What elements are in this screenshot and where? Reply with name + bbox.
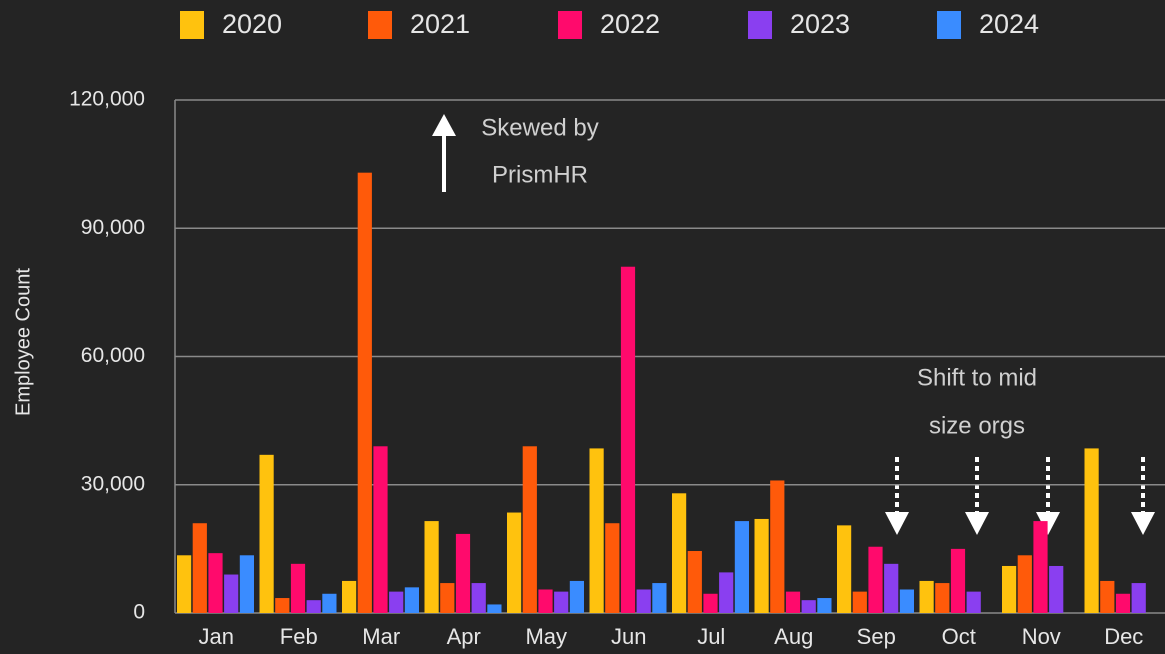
bar — [259, 454, 274, 613]
bar — [192, 523, 207, 613]
bar — [275, 598, 290, 613]
x-tick-label: Feb — [280, 624, 318, 649]
bar — [1049, 565, 1064, 613]
y-tick-label: 60,000 — [81, 344, 145, 367]
arrow-head — [965, 512, 989, 535]
legend-label: 2021 — [410, 9, 470, 39]
arrow-head — [1036, 512, 1060, 535]
bar — [224, 574, 239, 613]
bar — [290, 563, 306, 613]
x-tick-label: Jun — [611, 624, 646, 649]
bar — [801, 600, 816, 613]
bar — [424, 521, 439, 613]
bar — [817, 598, 832, 613]
annotation: Skewed by — [481, 114, 598, 141]
bar — [1002, 565, 1017, 613]
y-tick-label: 90,000 — [81, 216, 145, 239]
bar — [884, 563, 899, 613]
bar — [1115, 593, 1131, 613]
x-tick-label: Dec — [1104, 624, 1143, 649]
bar — [404, 587, 419, 613]
bar — [935, 583, 950, 613]
bar — [569, 580, 584, 613]
x-tick-label: Apr — [447, 624, 481, 649]
bar — [471, 583, 486, 613]
legend-swatch — [180, 11, 204, 39]
bar — [770, 480, 785, 613]
bar — [357, 172, 372, 614]
arrow-head — [432, 114, 456, 136]
bar — [672, 493, 687, 613]
bar — [554, 591, 569, 613]
x-tick-label: Sep — [857, 624, 896, 649]
x-tick-label: Aug — [774, 624, 813, 649]
bar — [605, 523, 620, 613]
bar — [837, 525, 852, 613]
bar — [177, 555, 192, 613]
bar — [487, 604, 502, 613]
bar — [868, 546, 883, 613]
bar — [322, 593, 337, 613]
x-tick-label: Nov — [1022, 624, 1061, 649]
bar — [342, 580, 357, 613]
annotation: size orgs — [929, 412, 1025, 439]
x-tick-label: Mar — [362, 624, 400, 649]
bar — [507, 512, 522, 613]
bar — [239, 555, 254, 613]
bar — [389, 591, 404, 613]
y-axis-label: Employee Count — [12, 268, 34, 416]
legend-swatch — [558, 11, 582, 39]
bar — [589, 448, 604, 613]
bar — [754, 518, 769, 613]
y-tick-label: 30,000 — [81, 472, 145, 495]
x-tick-label: Oct — [942, 624, 976, 649]
bar — [1100, 580, 1115, 613]
bar — [455, 533, 471, 613]
bar — [719, 572, 734, 613]
legend-label: 2023 — [790, 9, 850, 39]
bar — [1017, 555, 1032, 613]
annotation: Shift to mid — [917, 364, 1037, 391]
bar — [1084, 448, 1099, 613]
legend-label: 2024 — [979, 9, 1039, 39]
bar — [785, 591, 801, 613]
arrow-head — [1131, 512, 1155, 535]
annotation: PrismHR — [492, 161, 588, 188]
bar — [852, 591, 867, 613]
legend-swatch — [748, 11, 772, 39]
bar — [966, 591, 981, 613]
x-tick-label: May — [525, 624, 567, 649]
bar — [950, 548, 966, 613]
legend-swatch — [368, 11, 392, 39]
bar — [538, 589, 553, 613]
x-tick-label: Jul — [697, 624, 725, 649]
bar — [734, 521, 749, 613]
bar — [620, 266, 636, 613]
arrow-head — [885, 512, 909, 535]
bar — [687, 551, 702, 613]
bar — [652, 583, 667, 613]
bar — [1131, 583, 1146, 613]
bar — [1033, 521, 1048, 613]
bar — [208, 553, 223, 613]
y-tick-label: 0 — [133, 601, 145, 624]
bar — [440, 583, 455, 613]
bar — [522, 446, 537, 613]
legend-label: 2022 — [600, 9, 660, 39]
bar — [636, 589, 651, 613]
bar — [703, 593, 718, 613]
legend-swatch — [937, 11, 961, 39]
annotation-arrows — [432, 114, 1155, 535]
x-tick-label: Jan — [199, 624, 234, 649]
bar — [899, 589, 914, 613]
bar — [306, 600, 321, 613]
bar — [373, 446, 388, 613]
bar — [919, 580, 934, 613]
y-tick-label: 120,000 — [69, 88, 145, 111]
legend-label: 2020 — [222, 9, 282, 39]
